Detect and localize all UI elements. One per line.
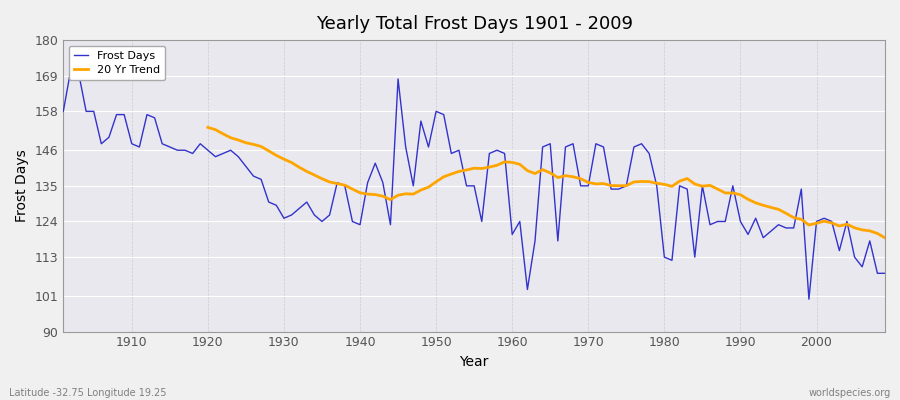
Frost Days: [507, 232, 517, 237]
Frost Days: [515, 219, 526, 224]
Frost Days: [293, 206, 304, 211]
20 Yr Trend: [674, 179, 685, 184]
Line: Frost Days: Frost Days: [63, 69, 885, 299]
Frost Days: [879, 271, 890, 276]
20 Yr Trend: [879, 236, 890, 240]
X-axis label: Year: Year: [460, 355, 489, 369]
Frost Days: [58, 109, 68, 114]
Frost Days: [339, 184, 350, 188]
Y-axis label: Frost Days: Frost Days: [15, 150, 29, 222]
Frost Days: [66, 67, 77, 72]
Legend: Frost Days, 20 Yr Trend: Frost Days, 20 Yr Trend: [68, 46, 166, 80]
Frost Days: [804, 297, 814, 302]
20 Yr Trend: [780, 211, 791, 216]
Frost Days: [606, 187, 616, 192]
Line: 20 Yr Trend: 20 Yr Trend: [208, 127, 885, 238]
Frost Days: [126, 141, 137, 146]
20 Yr Trend: [850, 225, 860, 230]
20 Yr Trend: [408, 192, 418, 196]
Text: Latitude -32.75 Longitude 19.25: Latitude -32.75 Longitude 19.25: [9, 388, 166, 398]
20 Yr Trend: [293, 165, 304, 170]
20 Yr Trend: [766, 205, 777, 210]
Title: Yearly Total Frost Days 1901 - 2009: Yearly Total Frost Days 1901 - 2009: [316, 15, 633, 33]
Text: worldspecies.org: worldspecies.org: [809, 388, 891, 398]
20 Yr Trend: [202, 125, 213, 130]
